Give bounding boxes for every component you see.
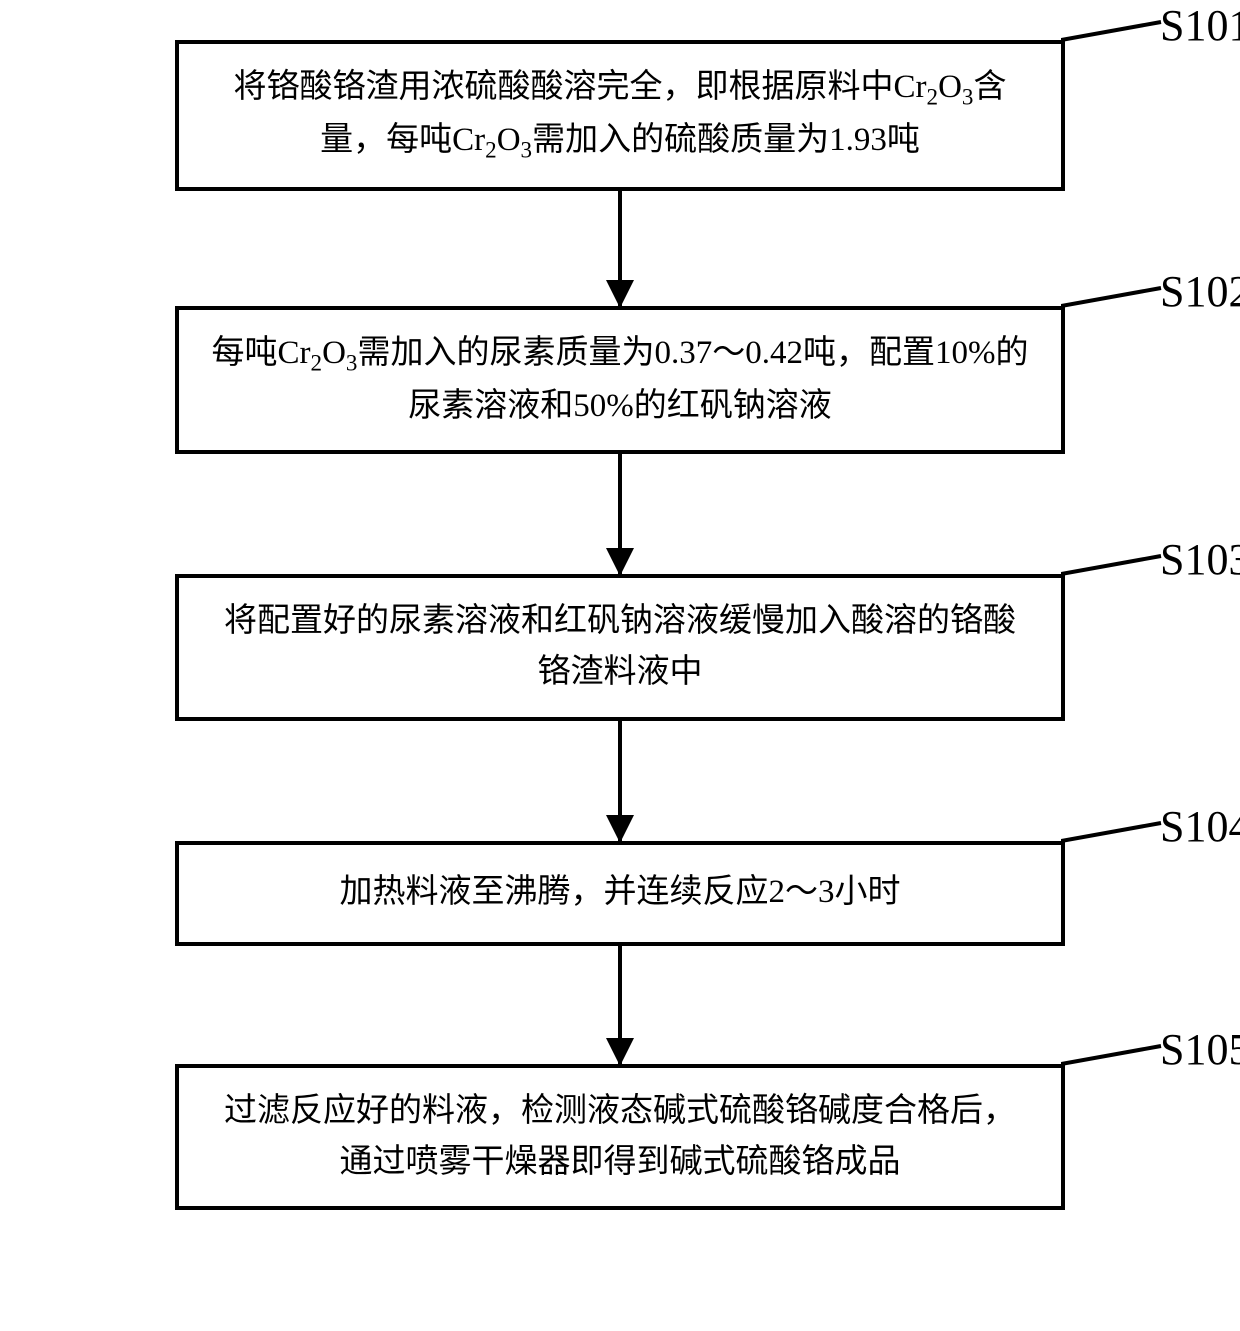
flowchart-container: 将铬酸铬渣用浓硫酸酸溶完全，即根据原料中Cr2O3含量，每吨Cr2O3需加入的硫… [0,40,1240,1210]
arrow-3 [618,721,622,841]
step-label-s103: S103 [1160,534,1240,585]
step-box-s104: 加热料液至沸腾，并连续反应2～3小时 [175,841,1065,946]
step-label-s102: S102 [1160,266,1240,317]
step-label-s104: S104 [1160,801,1240,852]
arrow-4 [618,946,622,1064]
arrow-1 [618,191,622,306]
step-box-s101: 将铬酸铬渣用浓硫酸酸溶完全，即根据原料中Cr2O3含量，每吨Cr2O3需加入的硫… [175,40,1065,191]
step-text-s104: 加热料液至沸腾，并连续反应2～3小时 [340,867,901,918]
arrow-2 [618,454,622,574]
step-text-s105: 过滤反应好的料液，检测液态碱式硫酸铬碱度合格后，通过喷雾干燥器即得到碱式硫酸铬成… [209,1086,1031,1188]
step-text-s102: 每吨Cr2O3需加入的尿素质量为0.37～0.42吨，配置10%的尿素溶液和50… [209,328,1031,433]
step-row-4: 加热料液至沸腾，并连续反应2～3小时 S104 [0,841,1240,946]
step-row-3: 将配置好的尿素溶液和红矾钠溶液缓慢加入酸溶的铬酸铬渣料液中 S103 [0,574,1240,720]
step-row-2: 每吨Cr2O3需加入的尿素质量为0.37～0.42吨，配置10%的尿素溶液和50… [0,306,1240,455]
step-label-s105: S105 [1160,1024,1240,1075]
step-row-5: 过滤反应好的料液，检测液态碱式硫酸铬碱度合格后，通过喷雾干燥器即得到碱式硫酸铬成… [0,1064,1240,1210]
step-label-s101: S101 [1160,0,1240,51]
step-text-s101: 将铬酸铬渣用浓硫酸酸溶完全，即根据原料中Cr2O3含量，每吨Cr2O3需加入的硫… [209,62,1031,169]
step-text-s103: 将配置好的尿素溶液和红矾钠溶液缓慢加入酸溶的铬酸铬渣料液中 [209,596,1031,698]
step-box-s105: 过滤反应好的料液，检测液态碱式硫酸铬碱度合格后，通过喷雾干燥器即得到碱式硫酸铬成… [175,1064,1065,1210]
step-box-s103: 将配置好的尿素溶液和红矾钠溶液缓慢加入酸溶的铬酸铬渣料液中 [175,574,1065,720]
step-row-1: 将铬酸铬渣用浓硫酸酸溶完全，即根据原料中Cr2O3含量，每吨Cr2O3需加入的硫… [0,40,1240,191]
step-box-s102: 每吨Cr2O3需加入的尿素质量为0.37～0.42吨，配置10%的尿素溶液和50… [175,306,1065,455]
